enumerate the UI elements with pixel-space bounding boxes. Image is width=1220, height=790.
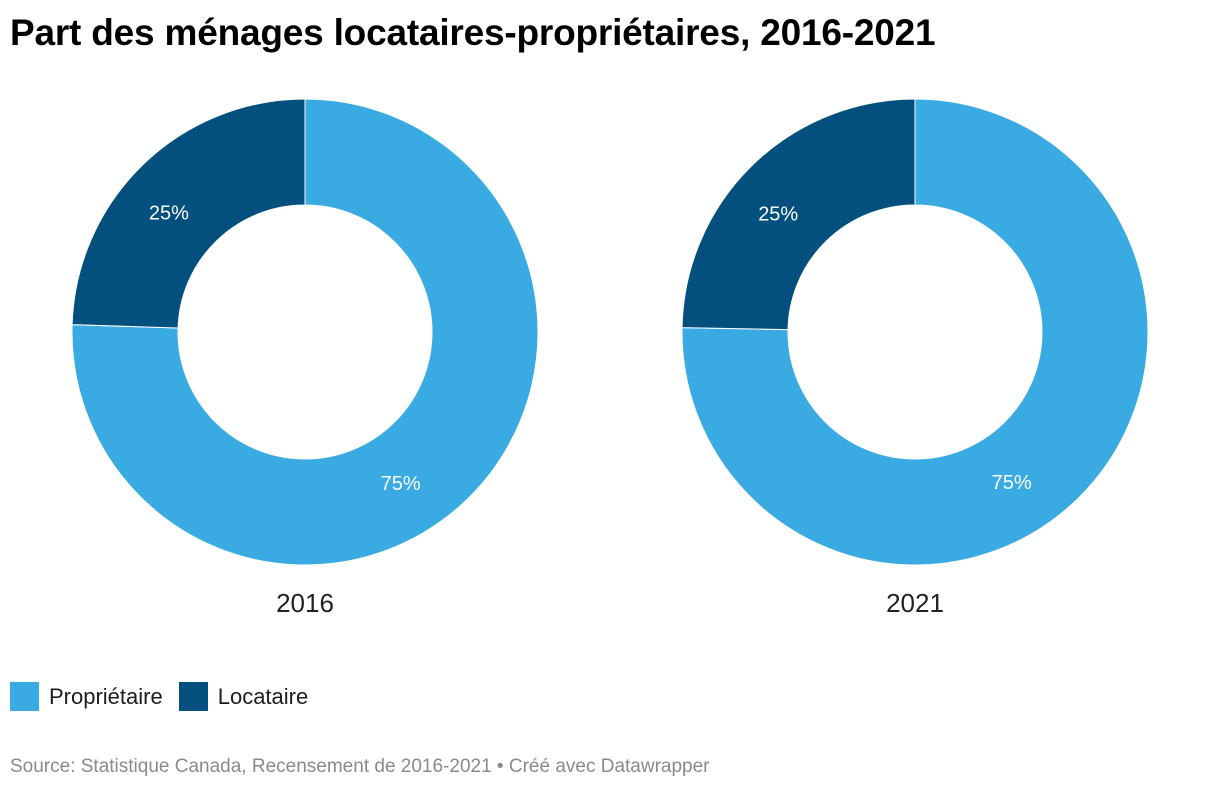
legend-label-proprietaire: Propriétaire [49, 683, 163, 709]
legend-swatch-proprietaire [10, 682, 39, 711]
slice-label-2021-propriétaire: 75% [992, 472, 1032, 494]
donut-charts: 75% 25% 2016 75% 25% 2021 [71, 98, 1149, 618]
slice-2016-locataire [71, 98, 306, 329]
legend-swatch-locataire [178, 682, 208, 711]
slice-2016-propriétaire [71, 98, 539, 566]
source-note: Source: Statistique Canada, Recensement … [10, 756, 710, 777]
legend-item-locataire: Locataire [178, 682, 309, 711]
slice-2021-locataire [681, 98, 916, 331]
legend: Propriétaire Locataire [10, 682, 324, 711]
slice-2021-propriétaire [681, 98, 1149, 566]
slice-label-2016-propriétaire: 75% [381, 473, 421, 495]
donut-caption-2021: 2021 [886, 588, 944, 618]
legend-label-locataire: Locataire [217, 683, 309, 709]
chart-title: Part des ménages locataires-propriétaire… [10, 12, 936, 53]
donut-2021: 75% 25% 2021 [681, 98, 1149, 618]
donut-caption-2016: 2016 [276, 588, 334, 618]
donut-2016: 75% 25% 2016 [71, 98, 539, 618]
slice-label-2021-locataire: 25% [758, 203, 798, 225]
slice-label-2016-locataire: 25% [149, 202, 189, 224]
legend-item-proprietaire: Propriétaire [10, 682, 163, 711]
